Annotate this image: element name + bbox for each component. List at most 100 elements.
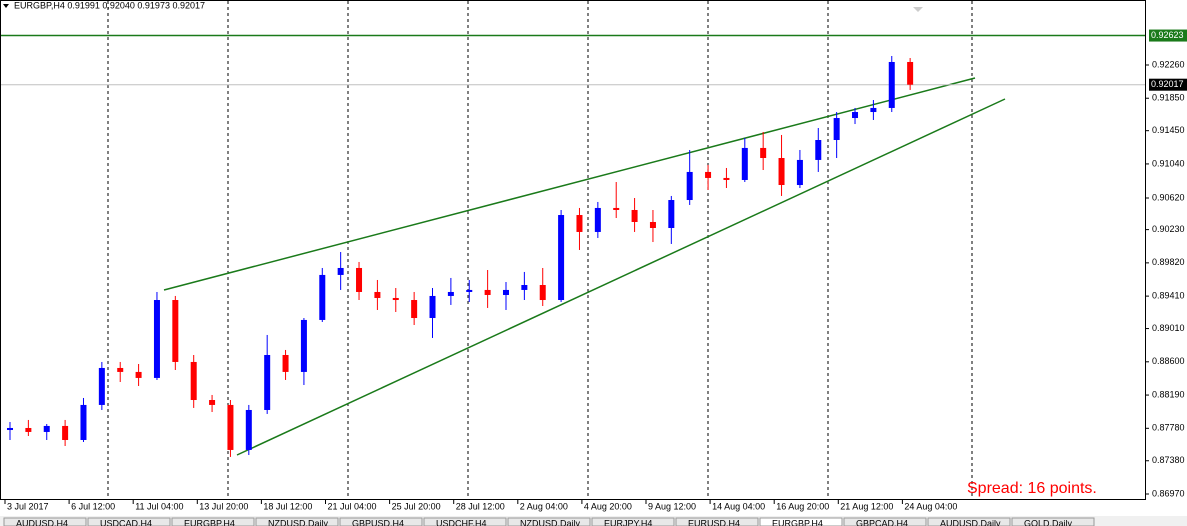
x-tick-label: 4 Aug 20:00 xyxy=(584,501,632,511)
candle-body xyxy=(576,215,583,232)
candle-body xyxy=(613,207,620,210)
candle-body xyxy=(558,215,565,301)
shift-marker xyxy=(913,7,923,12)
x-tick-label: 11 Jul 04:00 xyxy=(135,501,183,511)
y-tick-label: 0.92260 xyxy=(1152,59,1185,69)
menu-arrow[interactable] xyxy=(3,4,9,8)
x-tick-label: 6 Jul 12:00 xyxy=(71,501,115,511)
tab-label[interactable]: EURGBP,H4 xyxy=(772,518,823,526)
candle-body xyxy=(319,274,326,320)
x-tick-label: 13 Jul 20:00 xyxy=(199,501,248,511)
candle-body xyxy=(429,295,436,319)
y-tick-label: 0.87380 xyxy=(1152,455,1185,465)
candle-body xyxy=(594,207,601,232)
tab-label[interactable]: NZDUSD,Daily xyxy=(268,518,329,526)
tab-label[interactable]: GOLD,Daily xyxy=(1024,518,1073,526)
candle-body xyxy=(411,300,418,319)
chart-title: EURGBP,H4 0.91991 0.92040 0.91973 0.9201… xyxy=(14,0,205,10)
tab[interactable] xyxy=(3,517,87,526)
tab[interactable] xyxy=(171,517,255,526)
tab-label[interactable]: EURJPY,H4 xyxy=(604,518,652,526)
trendlines xyxy=(163,77,1006,456)
tab-label[interactable]: EURUSD,H4 xyxy=(688,518,740,526)
tab-label[interactable]: USDCHF,H4 xyxy=(436,518,487,526)
plot-frame xyxy=(0,0,1146,500)
tab[interactable] xyxy=(507,517,591,526)
candle-body xyxy=(796,159,803,186)
y-tick-label: 0.89010 xyxy=(1152,323,1185,333)
hline-price-label: 0.92623 xyxy=(1151,30,1184,40)
y-tick-label: 0.90230 xyxy=(1152,224,1185,234)
current-price-label: 0.92017 xyxy=(1151,79,1184,89)
x-tick-label: 3 Jul 2017 xyxy=(7,501,49,511)
x-tick-label: 21 Aug 12:00 xyxy=(840,501,893,511)
tab[interactable] xyxy=(591,517,675,526)
candle-body xyxy=(392,297,399,301)
y-tick-label: 0.86970 xyxy=(1152,488,1185,498)
candle-body xyxy=(264,354,271,410)
tab[interactable] xyxy=(423,517,507,526)
x-tick-label: 28 Jul 12:00 xyxy=(456,501,505,511)
tab-label[interactable]: NZDUSD,Daily xyxy=(520,518,581,526)
candle-body xyxy=(80,404,87,440)
x-tick-label: 2 Aug 04:00 xyxy=(520,501,568,511)
y-tick-label: 0.91850 xyxy=(1152,93,1185,103)
spread-text: Spread: 16 points. xyxy=(967,480,1097,497)
y-tick-label: 0.88190 xyxy=(1152,389,1185,399)
candle-body xyxy=(153,300,160,378)
candle-body xyxy=(539,285,546,301)
candle-body xyxy=(209,400,216,405)
candle-body xyxy=(815,140,822,160)
tab[interactable] xyxy=(87,517,171,526)
candle-body xyxy=(907,61,914,85)
candle-body xyxy=(282,354,289,372)
tab-label[interactable]: AUDUSD,Daily xyxy=(940,518,1001,526)
candle-body xyxy=(98,367,105,405)
candle-body xyxy=(723,177,730,180)
candle-body xyxy=(43,425,50,432)
candle-body xyxy=(833,118,840,141)
y-tick-label: 0.89820 xyxy=(1152,257,1185,267)
candle-body xyxy=(374,291,381,298)
tab[interactable] xyxy=(339,517,423,526)
tab[interactable] xyxy=(759,517,843,526)
y-tick-label: 0.89410 xyxy=(1152,290,1185,300)
candle-body xyxy=(852,112,859,119)
x-tick-label: 24 Aug 04:00 xyxy=(904,501,957,511)
candle-body xyxy=(337,267,344,275)
candle-body xyxy=(356,267,363,292)
tab-label[interactable]: USDCAD,H4 xyxy=(100,518,152,526)
candle-body xyxy=(888,61,895,108)
candle-body xyxy=(135,371,142,378)
candle-body xyxy=(668,200,675,228)
tab-label[interactable]: GBPUSD,H4 xyxy=(352,518,404,526)
candle-body xyxy=(760,147,767,159)
y-tick-label: 0.91040 xyxy=(1152,158,1185,168)
candle-body xyxy=(649,221,656,228)
candle-body xyxy=(227,404,234,450)
candle-body xyxy=(25,427,32,432)
tab[interactable] xyxy=(1011,517,1095,526)
x-tick-label: 21 Jul 04:00 xyxy=(328,501,377,511)
tab[interactable] xyxy=(843,517,927,526)
y-tick-label: 0.90620 xyxy=(1152,192,1185,202)
candle-body xyxy=(521,285,528,290)
tab[interactable] xyxy=(255,517,339,526)
candle-body xyxy=(870,107,877,113)
hline-price-box xyxy=(1149,29,1187,42)
tab[interactable] xyxy=(927,517,1011,526)
x-tick-label: 16 Aug 20:00 xyxy=(776,501,829,511)
tab-label[interactable]: GBPCAD,H4 xyxy=(856,518,908,526)
tab-label[interactable]: AUDUSD,H4 xyxy=(16,518,68,526)
candle-body xyxy=(484,289,491,295)
candle-body xyxy=(686,171,693,201)
x-tick-label: 18 Jul 12:00 xyxy=(263,501,312,511)
y-tick-label: 0.87780 xyxy=(1152,423,1185,433)
y-tick-label: 0.91450 xyxy=(1152,125,1185,135)
tab[interactable] xyxy=(675,517,759,526)
tab-label[interactable]: EURGBP,H4 xyxy=(184,518,235,526)
candle-body xyxy=(245,409,252,450)
candle-body xyxy=(778,158,785,186)
